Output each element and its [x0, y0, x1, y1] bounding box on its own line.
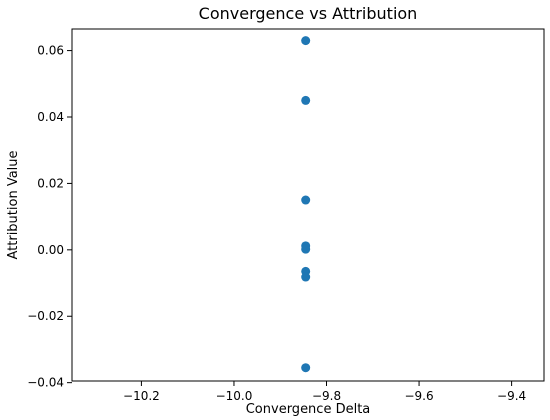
y-tick-label: 0.00: [37, 243, 64, 257]
data-point: [301, 36, 311, 46]
data-point: [301, 244, 311, 254]
y-tick-label: 0.04: [37, 110, 64, 124]
y-tick-label: 0.02: [37, 176, 64, 190]
x-axis: −10.2 −10.0 −9.8 −9.6 −9.4: [123, 381, 526, 403]
x-tick-label: −10.2: [123, 389, 160, 403]
y-tick-label: −0.04: [27, 376, 64, 390]
data-point: [301, 195, 311, 205]
data-point: [301, 272, 311, 282]
x-axis-label: Convergence Delta: [246, 402, 371, 417]
x-tick-label: −9.4: [497, 389, 526, 403]
x-tick-label: −9.6: [404, 389, 433, 403]
x-tick-label: −9.8: [312, 389, 341, 403]
data-point: [301, 95, 311, 105]
y-tick-label: 0.06: [37, 44, 64, 58]
data-point: [301, 363, 311, 373]
y-tick-label: −0.02: [27, 309, 64, 323]
data-points: [301, 36, 311, 373]
chart-title: Convergence vs Attribution: [199, 4, 418, 23]
y-axis-label: Attribution Value: [6, 150, 21, 259]
y-axis: −0.04 −0.02 0.00 0.02 0.04 0.06: [27, 44, 72, 390]
x-tick-label: −10.0: [216, 389, 253, 403]
plot-area: [71, 28, 545, 382]
